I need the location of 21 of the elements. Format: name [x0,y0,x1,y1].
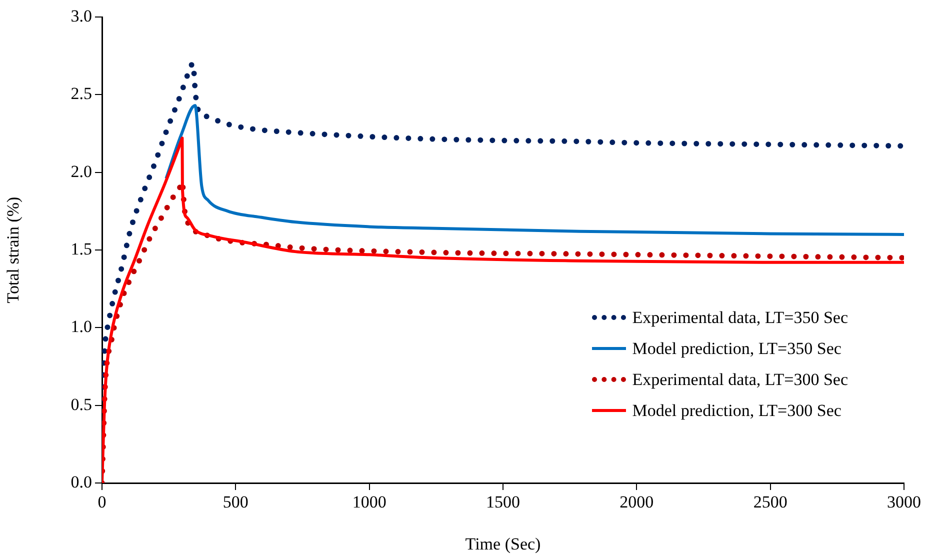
legend-label: Model prediction, LT=350 Sec [632,338,842,358]
y-axis-title: Total strain (%) [4,196,23,304]
x-tick-label: 1000 [352,492,386,512]
legend-label: Experimental data, LT=350 Sec [632,308,848,328]
y-tick-label: 2.5 [70,84,92,104]
y-tick-label: 1.5 [70,239,92,258]
y-tick-label: 0.5 [70,394,92,414]
x-tick-label: 0 [98,492,106,512]
y-tick-label: 2.0 [70,162,92,181]
x-tick-label: 500 [222,492,248,512]
x-tick-label: 2000 [620,492,654,512]
y-tick-label: 0.0 [70,472,92,492]
line-series [164,104,904,236]
y-tick-label: 1.0 [70,317,92,336]
x-tick-label: 1500 [486,492,520,512]
x-tick-label: 3000 [887,492,921,512]
x-tick-label: 2500 [753,492,788,512]
x-axis-title: Time (Sec) [465,534,541,554]
legend-label: Model prediction, LT=300 Sec [632,400,842,420]
y-tick-label: 3.0 [70,6,92,26]
legend-label: Experimental data, LT=300 Sec [632,370,848,390]
